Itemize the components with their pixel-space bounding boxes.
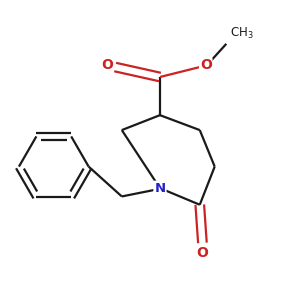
Text: O: O: [196, 246, 208, 260]
Text: O: O: [200, 58, 212, 72]
Text: N: N: [154, 182, 166, 195]
Text: O: O: [101, 58, 113, 72]
Text: CH$_3$: CH$_3$: [230, 26, 253, 40]
